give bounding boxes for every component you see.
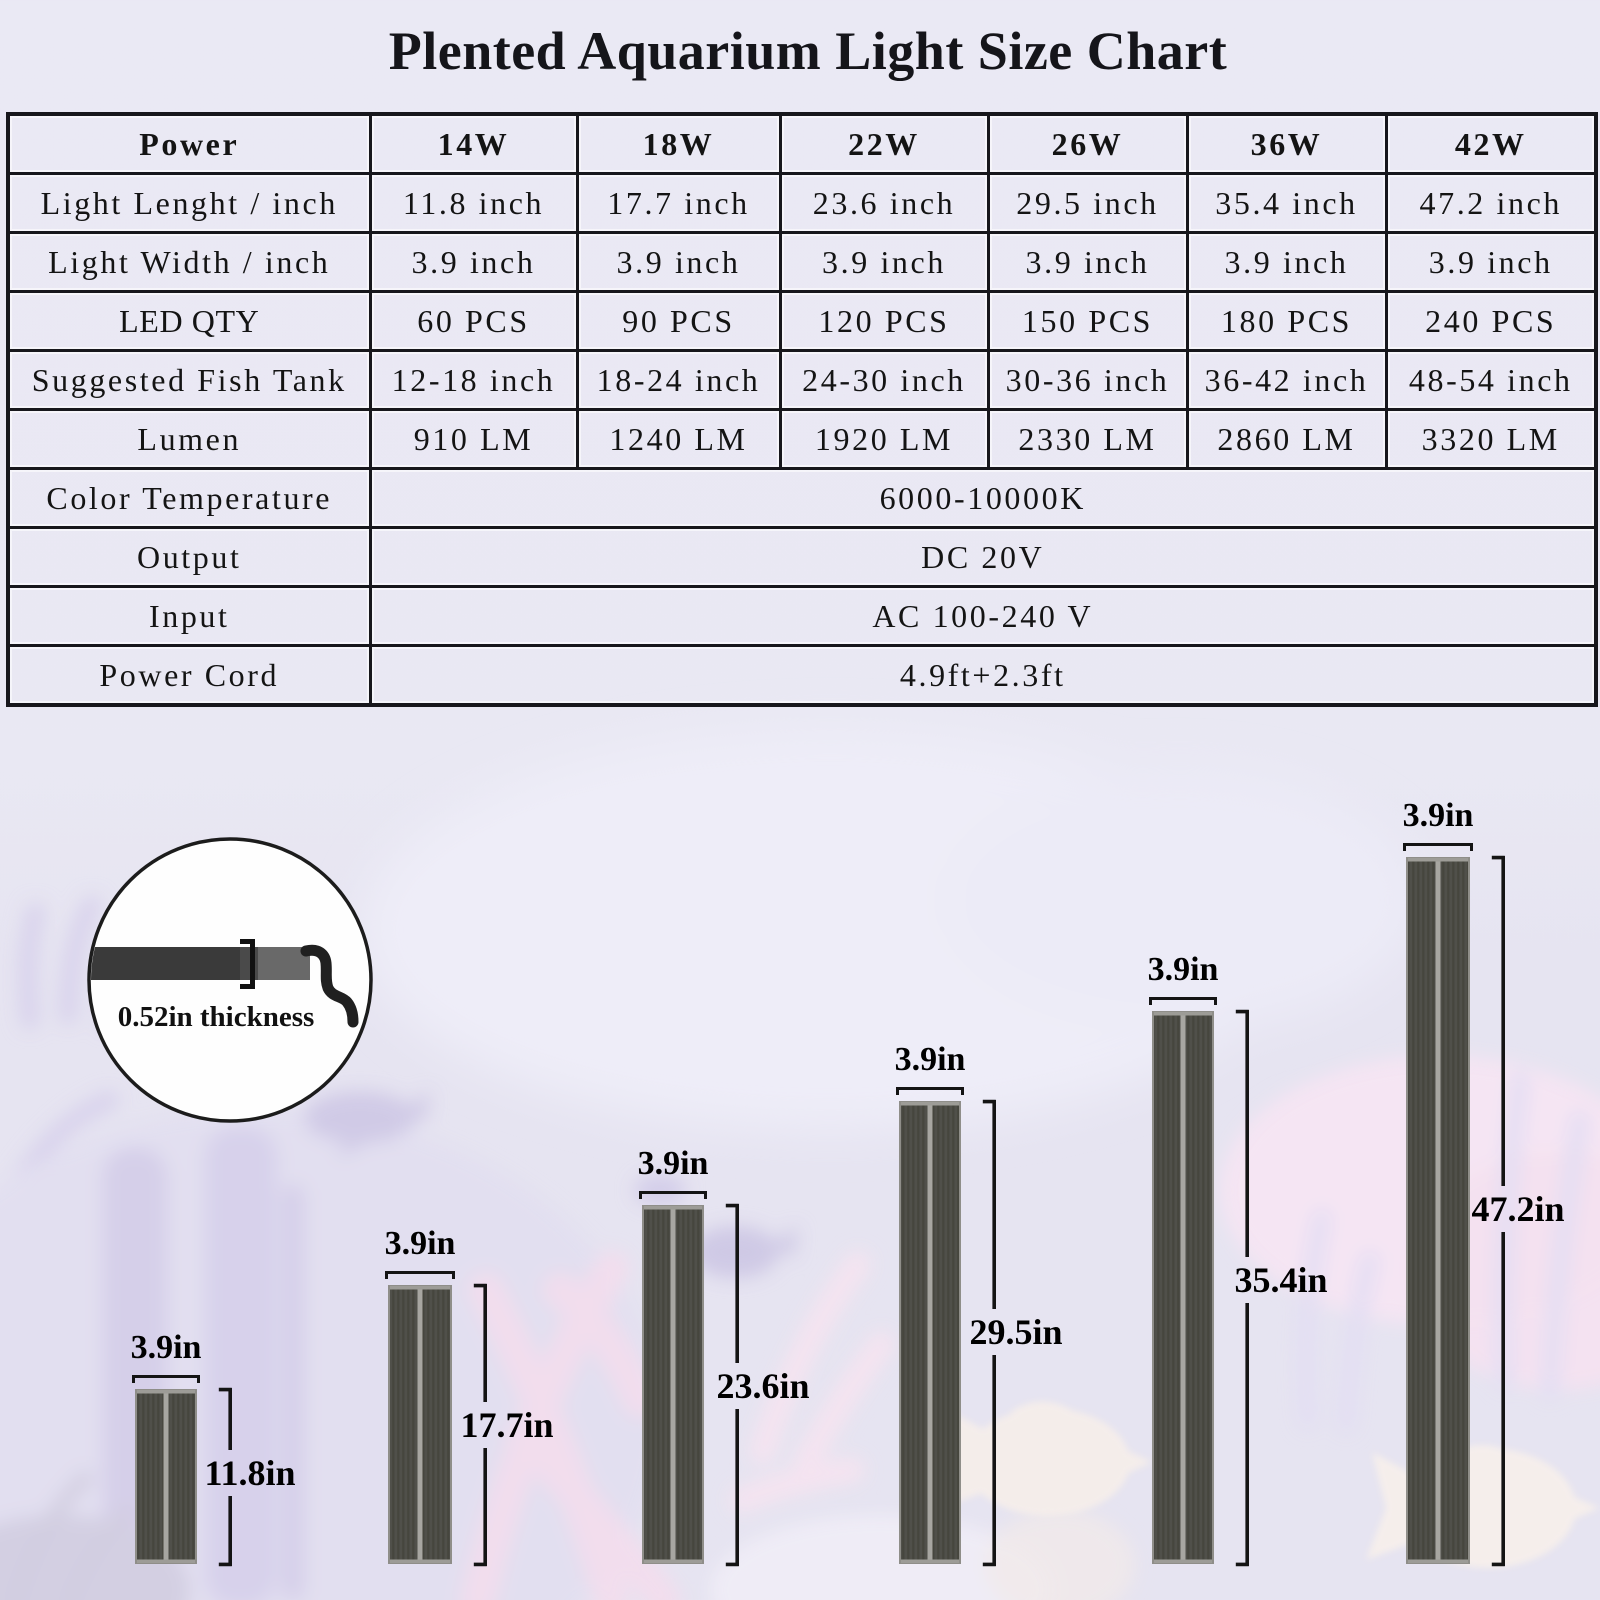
svg-text:29.5in: 29.5in (969, 1312, 1062, 1352)
svg-text:11.8in: 11.8in (204, 1453, 295, 1493)
svg-text:3.9in: 3.9in (385, 1225, 456, 1262)
svg-text:3.9in: 3.9in (1403, 797, 1474, 834)
svg-text:3.9in: 3.9in (1148, 951, 1219, 988)
svg-text:3.9in: 3.9in (895, 1041, 966, 1078)
svg-text:23.6in: 23.6in (716, 1366, 809, 1406)
svg-text:35.4in: 35.4in (1234, 1260, 1327, 1300)
svg-text:17.7in: 17.7in (460, 1405, 553, 1445)
svg-text:3.9in: 3.9in (638, 1145, 709, 1182)
svg-text:3.9in: 3.9in (131, 1329, 202, 1366)
svg-text:47.2in: 47.2in (1471, 1189, 1564, 1229)
svg-text:0.52in thickness: 0.52in thickness (118, 1001, 315, 1033)
